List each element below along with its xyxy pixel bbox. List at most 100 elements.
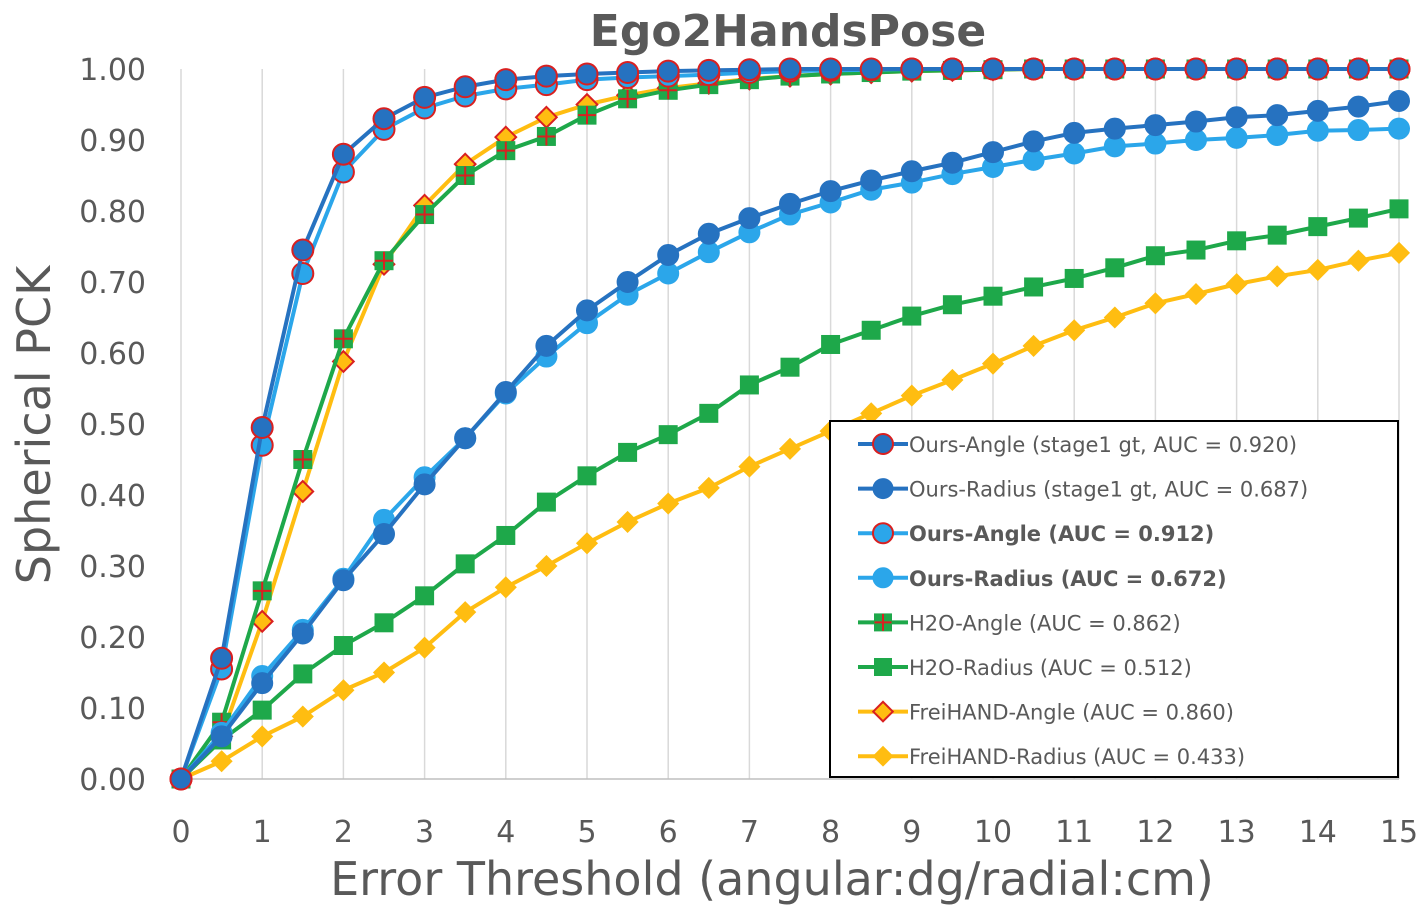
data-point xyxy=(1267,225,1287,245)
data-point xyxy=(576,299,598,322)
marker-square xyxy=(1267,225,1287,245)
marker-square xyxy=(983,286,1003,306)
data-point xyxy=(575,62,599,86)
x-tick-label: 8 xyxy=(821,815,840,850)
data-point xyxy=(333,329,353,349)
y-tick-label: 1.00 xyxy=(79,53,146,88)
data-point xyxy=(1306,258,1329,281)
legend-label: H2O-Angle (AUC = 0.862) xyxy=(909,611,1181,635)
data-point xyxy=(1306,57,1330,81)
marker-square xyxy=(1348,208,1368,228)
legend-item: H2O-Angle (AUC = 0.862) xyxy=(858,611,1181,635)
data-point xyxy=(1227,231,1247,251)
data-point xyxy=(1062,57,1086,81)
marker-plus xyxy=(415,205,434,224)
data-point xyxy=(859,57,883,81)
x-tick-label: 5 xyxy=(577,815,596,850)
x-axis-title: Error Threshold (angular:dg/radial:cm) xyxy=(330,852,1214,906)
marker-square xyxy=(496,525,516,545)
legend-marker xyxy=(874,613,892,632)
x-tick-labels: 0 1 2 3 4 5 6 7 8 9 10 11 12 13 14 15 xyxy=(171,815,1418,850)
data-point xyxy=(372,661,396,684)
data-point xyxy=(1387,57,1411,81)
legend-label: H2O-Radius (AUC = 0.512) xyxy=(909,656,1192,680)
data-point xyxy=(293,450,313,469)
data-point xyxy=(453,75,477,99)
x-tick-label: 3 xyxy=(415,815,434,850)
legend-item: FreiHAND-Radius (AUC = 0.433) xyxy=(858,745,1245,769)
data-point xyxy=(331,142,355,166)
x-tick-label: 11 xyxy=(1055,815,1093,850)
marker-plus xyxy=(578,106,596,125)
chart-title: Ego2HandsPose xyxy=(590,6,986,57)
marker-plus xyxy=(618,89,637,108)
marker-square xyxy=(902,306,922,326)
legend: Ours-Angle (stage1 gt, AUC = 0.920) Ours-… xyxy=(829,420,1399,778)
data-point xyxy=(779,192,801,215)
data-point xyxy=(291,238,315,262)
data-point xyxy=(1347,119,1370,142)
data-point xyxy=(332,569,355,592)
data-point xyxy=(1143,57,1167,81)
marker-square xyxy=(333,636,353,656)
data-point xyxy=(821,334,841,354)
data-point xyxy=(941,151,964,174)
data-point xyxy=(535,334,558,357)
marker-plus xyxy=(874,613,892,631)
data-point xyxy=(778,437,802,460)
legend-box xyxy=(829,420,1399,778)
data-point xyxy=(738,207,761,230)
data-point xyxy=(494,576,517,599)
x-tick-label: 4 xyxy=(496,815,515,850)
marker-square xyxy=(780,357,800,377)
data-point xyxy=(454,427,477,450)
data-point xyxy=(1022,57,1046,81)
marker-square xyxy=(1145,246,1165,266)
data-point xyxy=(738,455,761,478)
marker-square xyxy=(699,403,719,423)
data-point xyxy=(1024,277,1044,297)
x-tick-label: 15 xyxy=(1380,815,1418,850)
legend-marker xyxy=(872,567,894,589)
data-point xyxy=(210,750,233,773)
y-tick-label: 0.50 xyxy=(79,408,146,443)
data-point xyxy=(900,160,923,183)
data-point xyxy=(819,180,842,203)
data-point xyxy=(1347,249,1370,272)
data-point xyxy=(618,442,638,462)
data-point xyxy=(1266,104,1289,127)
data-point xyxy=(616,271,639,293)
y-tick-label: 0.90 xyxy=(79,124,146,159)
data-point xyxy=(332,679,355,702)
data-point xyxy=(1103,306,1126,329)
data-point xyxy=(1308,217,1328,237)
legend-item: Ours-Angle (stage1 gt, AUC = 0.920) xyxy=(858,433,1297,457)
data-point xyxy=(1186,240,1206,260)
data-point xyxy=(1225,273,1248,296)
legend-marker xyxy=(872,433,894,455)
marker-square xyxy=(1064,268,1084,288)
legend-label: Ours-Angle (AUC = 0.912) xyxy=(909,522,1214,546)
data-point xyxy=(940,57,964,81)
data-point xyxy=(1103,57,1127,81)
data-point xyxy=(737,58,761,82)
data-point xyxy=(1022,334,1045,357)
data-point xyxy=(534,105,559,130)
data-point xyxy=(577,466,597,486)
data-point xyxy=(860,169,883,192)
marker-square xyxy=(874,658,892,676)
data-point xyxy=(1184,283,1208,306)
y-tick-label: 0.20 xyxy=(79,621,146,656)
data-point xyxy=(1225,126,1248,149)
data-point xyxy=(942,295,962,315)
data-point xyxy=(1063,319,1086,342)
marker-square xyxy=(374,613,394,633)
data-point xyxy=(534,64,558,88)
marker-square xyxy=(1227,231,1247,251)
series-group xyxy=(169,57,1411,791)
marker-square xyxy=(739,375,759,395)
data-point xyxy=(536,126,556,146)
marker-square xyxy=(1024,277,1044,297)
data-point xyxy=(250,416,274,440)
